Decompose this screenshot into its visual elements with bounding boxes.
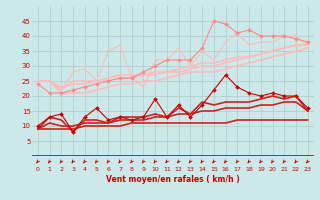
X-axis label: Vent moyen/en rafales ( km/h ): Vent moyen/en rafales ( km/h ) <box>106 175 240 184</box>
